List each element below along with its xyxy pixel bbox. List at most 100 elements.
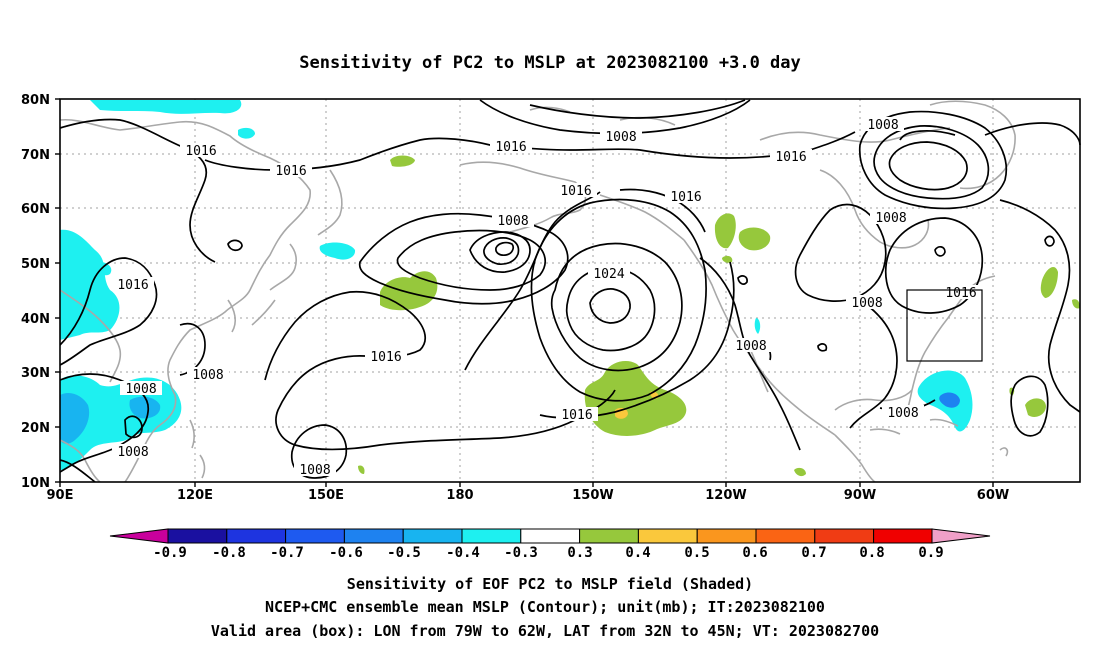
lat-tick-80n: 80N (21, 93, 50, 108)
colorbar-cell (873, 528, 933, 544)
lat-tick-40n: 40N (21, 312, 50, 327)
shade-positive-na-west (714, 213, 736, 249)
svg-text:1016: 1016 (945, 286, 976, 301)
lon-tick-120e: 120E (177, 488, 213, 503)
contour-label-1024: 1024 (588, 266, 630, 282)
svg-text:1016: 1016 (775, 150, 806, 165)
colorbar-label-10: 0.5 (684, 545, 709, 561)
svg-text:1024: 1024 (593, 267, 624, 282)
colorbar-label-9: 0.4 (625, 545, 650, 561)
colorbar: -0.9 -0.8 -0.7 -0.6 -0.5 -0.4 -0.3 0.3 0… (109, 528, 991, 561)
shade-positive-arctic (390, 155, 415, 167)
shade-negative-sw-core2 (129, 396, 161, 419)
shade-negative-small4 (754, 318, 761, 334)
colorbar-cells (167, 528, 933, 544)
colorbar-label-12: 0.7 (801, 545, 826, 561)
colorbar-label-4: -0.6 (329, 545, 363, 561)
contour-label-1008-d: 1008 (870, 210, 912, 226)
colorbar-labels: -0.9 -0.8 -0.7 -0.6 -0.5 -0.4 -0.3 0.3 0… (153, 545, 944, 561)
map-frame (59, 98, 1081, 483)
colorbar-cell (343, 528, 404, 544)
lon-tick-150w: 150W (572, 488, 613, 503)
lon-tick-90w: 90W (844, 488, 876, 503)
svg-text:1016: 1016 (560, 184, 591, 199)
colorbar-label-11: 0.6 (742, 545, 767, 561)
colorbar-low-triangle (109, 528, 169, 544)
shade-negative-ne (90, 100, 242, 114)
tick-marks (55, 98, 994, 487)
lat-axis-labels: 80N 70N 60N 50N 40N 30N 20N 10N (21, 93, 50, 491)
colorbar-cell (755, 528, 816, 544)
colorbar-label-1: -0.9 (153, 545, 187, 561)
shade-positive-small4 (358, 465, 365, 474)
lat-tick-20n: 20N (21, 421, 50, 436)
colorbar-cell (637, 528, 698, 544)
svg-text:1008: 1008 (851, 296, 882, 311)
colorbar-label-14: 0.9 (918, 545, 943, 561)
shade-positive-small2 (794, 467, 806, 477)
shade-negative-atlantic-core (939, 392, 960, 408)
svg-text:1008: 1008 (299, 463, 330, 478)
contour-label-1008-k: 1008 (882, 405, 924, 421)
svg-text:1016: 1016 (275, 164, 306, 179)
shade-negative-west (60, 229, 120, 340)
colorbar-cell (579, 528, 639, 544)
lat-tick-60n: 60N (21, 202, 50, 217)
contour-label-1008-a: 1008 (600, 129, 642, 145)
svg-text:1008: 1008 (887, 406, 918, 421)
lon-tick-60w: 60W (977, 488, 1009, 503)
contour-label-1008-e: 1008 (846, 295, 888, 311)
colorbar-label-5: -0.5 (387, 545, 421, 561)
shade-positive-pacific-nw (380, 271, 438, 311)
contour-label-1016-b: 1016 (270, 163, 312, 179)
figure-title: Sensitivity of PC2 to MSLP at 2023082100… (299, 53, 801, 73)
colorbar-label-13: 0.8 (859, 545, 884, 561)
contour-label-1016-g: 1016 (112, 277, 154, 293)
lat-tick-10n: 10N (21, 476, 50, 491)
colorbar-cell (167, 528, 228, 544)
svg-text:1008: 1008 (875, 211, 906, 226)
contour-label-1016-a: 1016 (180, 143, 222, 159)
colorbar-cell (696, 528, 757, 544)
contour-label-1008-g: 1008 (120, 381, 162, 397)
shade-positive-na-west3 (722, 255, 733, 263)
contour-label-1008-j: 1008 (294, 462, 336, 478)
shade-positive-na-west2 (738, 227, 771, 251)
colorbar-label-8: 0.3 (567, 545, 592, 561)
contour-label-1016-e: 1016 (665, 189, 707, 205)
shade-positive-small (1072, 299, 1080, 309)
svg-text:1008: 1008 (497, 214, 528, 229)
colorbar-label-2: -0.8 (212, 545, 246, 561)
lat-tick-50n: 50N (21, 257, 50, 272)
caption-line-1: Sensitivity of EOF PC2 to MSLP field (Sh… (347, 575, 753, 593)
colorbar-cell (285, 528, 345, 544)
coastlines (59, 100, 1016, 483)
svg-text:1016: 1016 (117, 278, 148, 293)
svg-text:1008: 1008 (125, 382, 156, 397)
contour-label-1016-d: 1016 (555, 183, 597, 199)
valid-area-box (906, 289, 983, 362)
contour-label-1016-h: 1016 (365, 349, 407, 365)
shade-negative-small3 (99, 262, 112, 276)
lon-tick-120w: 120W (705, 488, 746, 503)
colorbar-label-7: -0.3 (504, 545, 538, 561)
lon-axis-labels: 90E 120E 150E 180 150W 120W 90W 60W (47, 488, 1010, 503)
shade-positive-atlantic-e (1040, 266, 1058, 298)
colorbar-label-6: -0.4 (446, 545, 480, 561)
contour-label-1008-c: 1008 (492, 213, 534, 229)
colorbar-high-triangle (931, 528, 991, 544)
lon-tick-180: 180 (446, 488, 473, 503)
colorbar-cell (402, 528, 463, 544)
svg-text:1016: 1016 (561, 408, 592, 423)
caption: Sensitivity of EOF PC2 to MSLP field (Sh… (211, 575, 879, 640)
contour-label-1016-f: 1016 (770, 149, 812, 165)
svg-text:1008: 1008 (605, 130, 636, 145)
caption-line-3: Valid area (box): LON from 79W to 62W, L… (211, 622, 879, 640)
lat-tick-30n: 30N (21, 366, 50, 381)
lon-tick-90e: 90E (47, 488, 74, 503)
svg-text:1016: 1016 (495, 140, 526, 155)
colorbar-cell (226, 528, 287, 544)
lon-tick-150e: 150E (308, 488, 344, 503)
contour-label-1016-c: 1016 (490, 139, 532, 155)
